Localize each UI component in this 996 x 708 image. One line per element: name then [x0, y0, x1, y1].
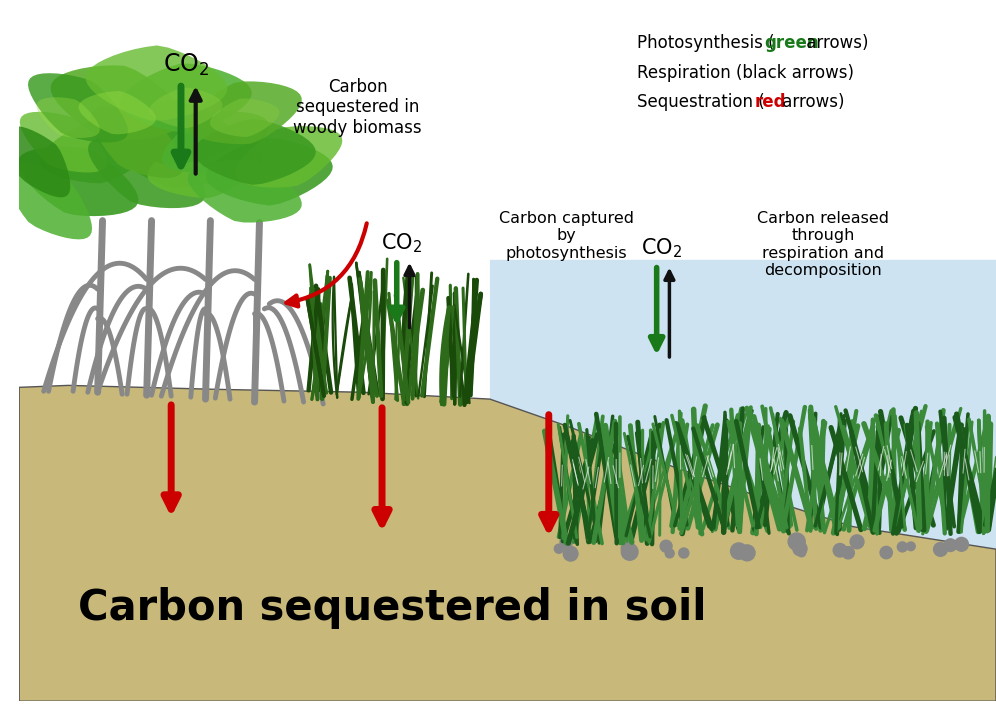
- Circle shape: [880, 547, 892, 559]
- Polygon shape: [235, 126, 343, 188]
- Polygon shape: [7, 126, 71, 198]
- Text: red: red: [755, 93, 786, 111]
- Circle shape: [660, 540, 672, 552]
- Polygon shape: [187, 81, 302, 144]
- Text: Carbon captured
by
photosynthesis: Carbon captured by photosynthesis: [499, 211, 633, 261]
- Polygon shape: [19, 385, 996, 701]
- Polygon shape: [28, 73, 127, 142]
- Polygon shape: [91, 106, 182, 178]
- Text: Sequestration (: Sequestration (: [637, 93, 765, 111]
- Text: CO$_2$: CO$_2$: [641, 236, 682, 260]
- Polygon shape: [490, 260, 996, 549]
- Circle shape: [622, 542, 633, 554]
- Polygon shape: [206, 138, 333, 205]
- Polygon shape: [18, 147, 138, 216]
- Text: Carbon
sequestered in
woody biomass: Carbon sequestered in woody biomass: [293, 78, 422, 137]
- Polygon shape: [79, 91, 155, 135]
- Polygon shape: [149, 88, 222, 128]
- Circle shape: [798, 549, 806, 556]
- Text: Respiration (black arrows): Respiration (black arrows): [637, 64, 854, 81]
- Circle shape: [623, 548, 634, 559]
- Circle shape: [622, 544, 638, 560]
- Circle shape: [851, 535, 864, 549]
- Circle shape: [842, 547, 855, 559]
- Circle shape: [560, 536, 573, 548]
- Polygon shape: [5, 163, 92, 239]
- Polygon shape: [88, 135, 205, 208]
- Polygon shape: [147, 135, 264, 198]
- Polygon shape: [86, 45, 227, 120]
- Circle shape: [954, 537, 968, 552]
- Polygon shape: [37, 97, 100, 138]
- Circle shape: [933, 542, 947, 556]
- Circle shape: [944, 539, 957, 552]
- Polygon shape: [120, 64, 252, 133]
- Text: green: green: [765, 34, 819, 52]
- Text: CO$_2$: CO$_2$: [162, 52, 209, 79]
- Text: Photosynthesis (: Photosynthesis (: [637, 34, 775, 52]
- Circle shape: [793, 542, 807, 556]
- Circle shape: [834, 544, 847, 557]
- Polygon shape: [187, 160, 302, 222]
- Polygon shape: [210, 98, 280, 137]
- Text: arrows): arrows): [801, 34, 869, 52]
- Polygon shape: [109, 115, 244, 188]
- Polygon shape: [193, 119, 316, 185]
- Text: Carbon released
through
respiration and
decomposition: Carbon released through respiration and …: [757, 211, 889, 278]
- Polygon shape: [162, 111, 269, 173]
- Circle shape: [733, 547, 743, 556]
- Circle shape: [731, 543, 747, 559]
- Circle shape: [555, 544, 564, 553]
- Circle shape: [564, 547, 578, 561]
- Circle shape: [665, 549, 674, 558]
- Circle shape: [897, 542, 907, 552]
- Circle shape: [679, 548, 689, 558]
- Text: Carbon sequestered in soil: Carbon sequestered in soil: [78, 587, 706, 629]
- Text: CO$_2$: CO$_2$: [381, 232, 422, 255]
- Polygon shape: [51, 65, 184, 140]
- Text: arrows): arrows): [777, 93, 845, 111]
- Circle shape: [788, 533, 805, 550]
- Circle shape: [739, 545, 755, 561]
- Polygon shape: [20, 112, 107, 173]
- Polygon shape: [40, 120, 155, 183]
- Circle shape: [906, 542, 915, 551]
- Polygon shape: [108, 99, 235, 165]
